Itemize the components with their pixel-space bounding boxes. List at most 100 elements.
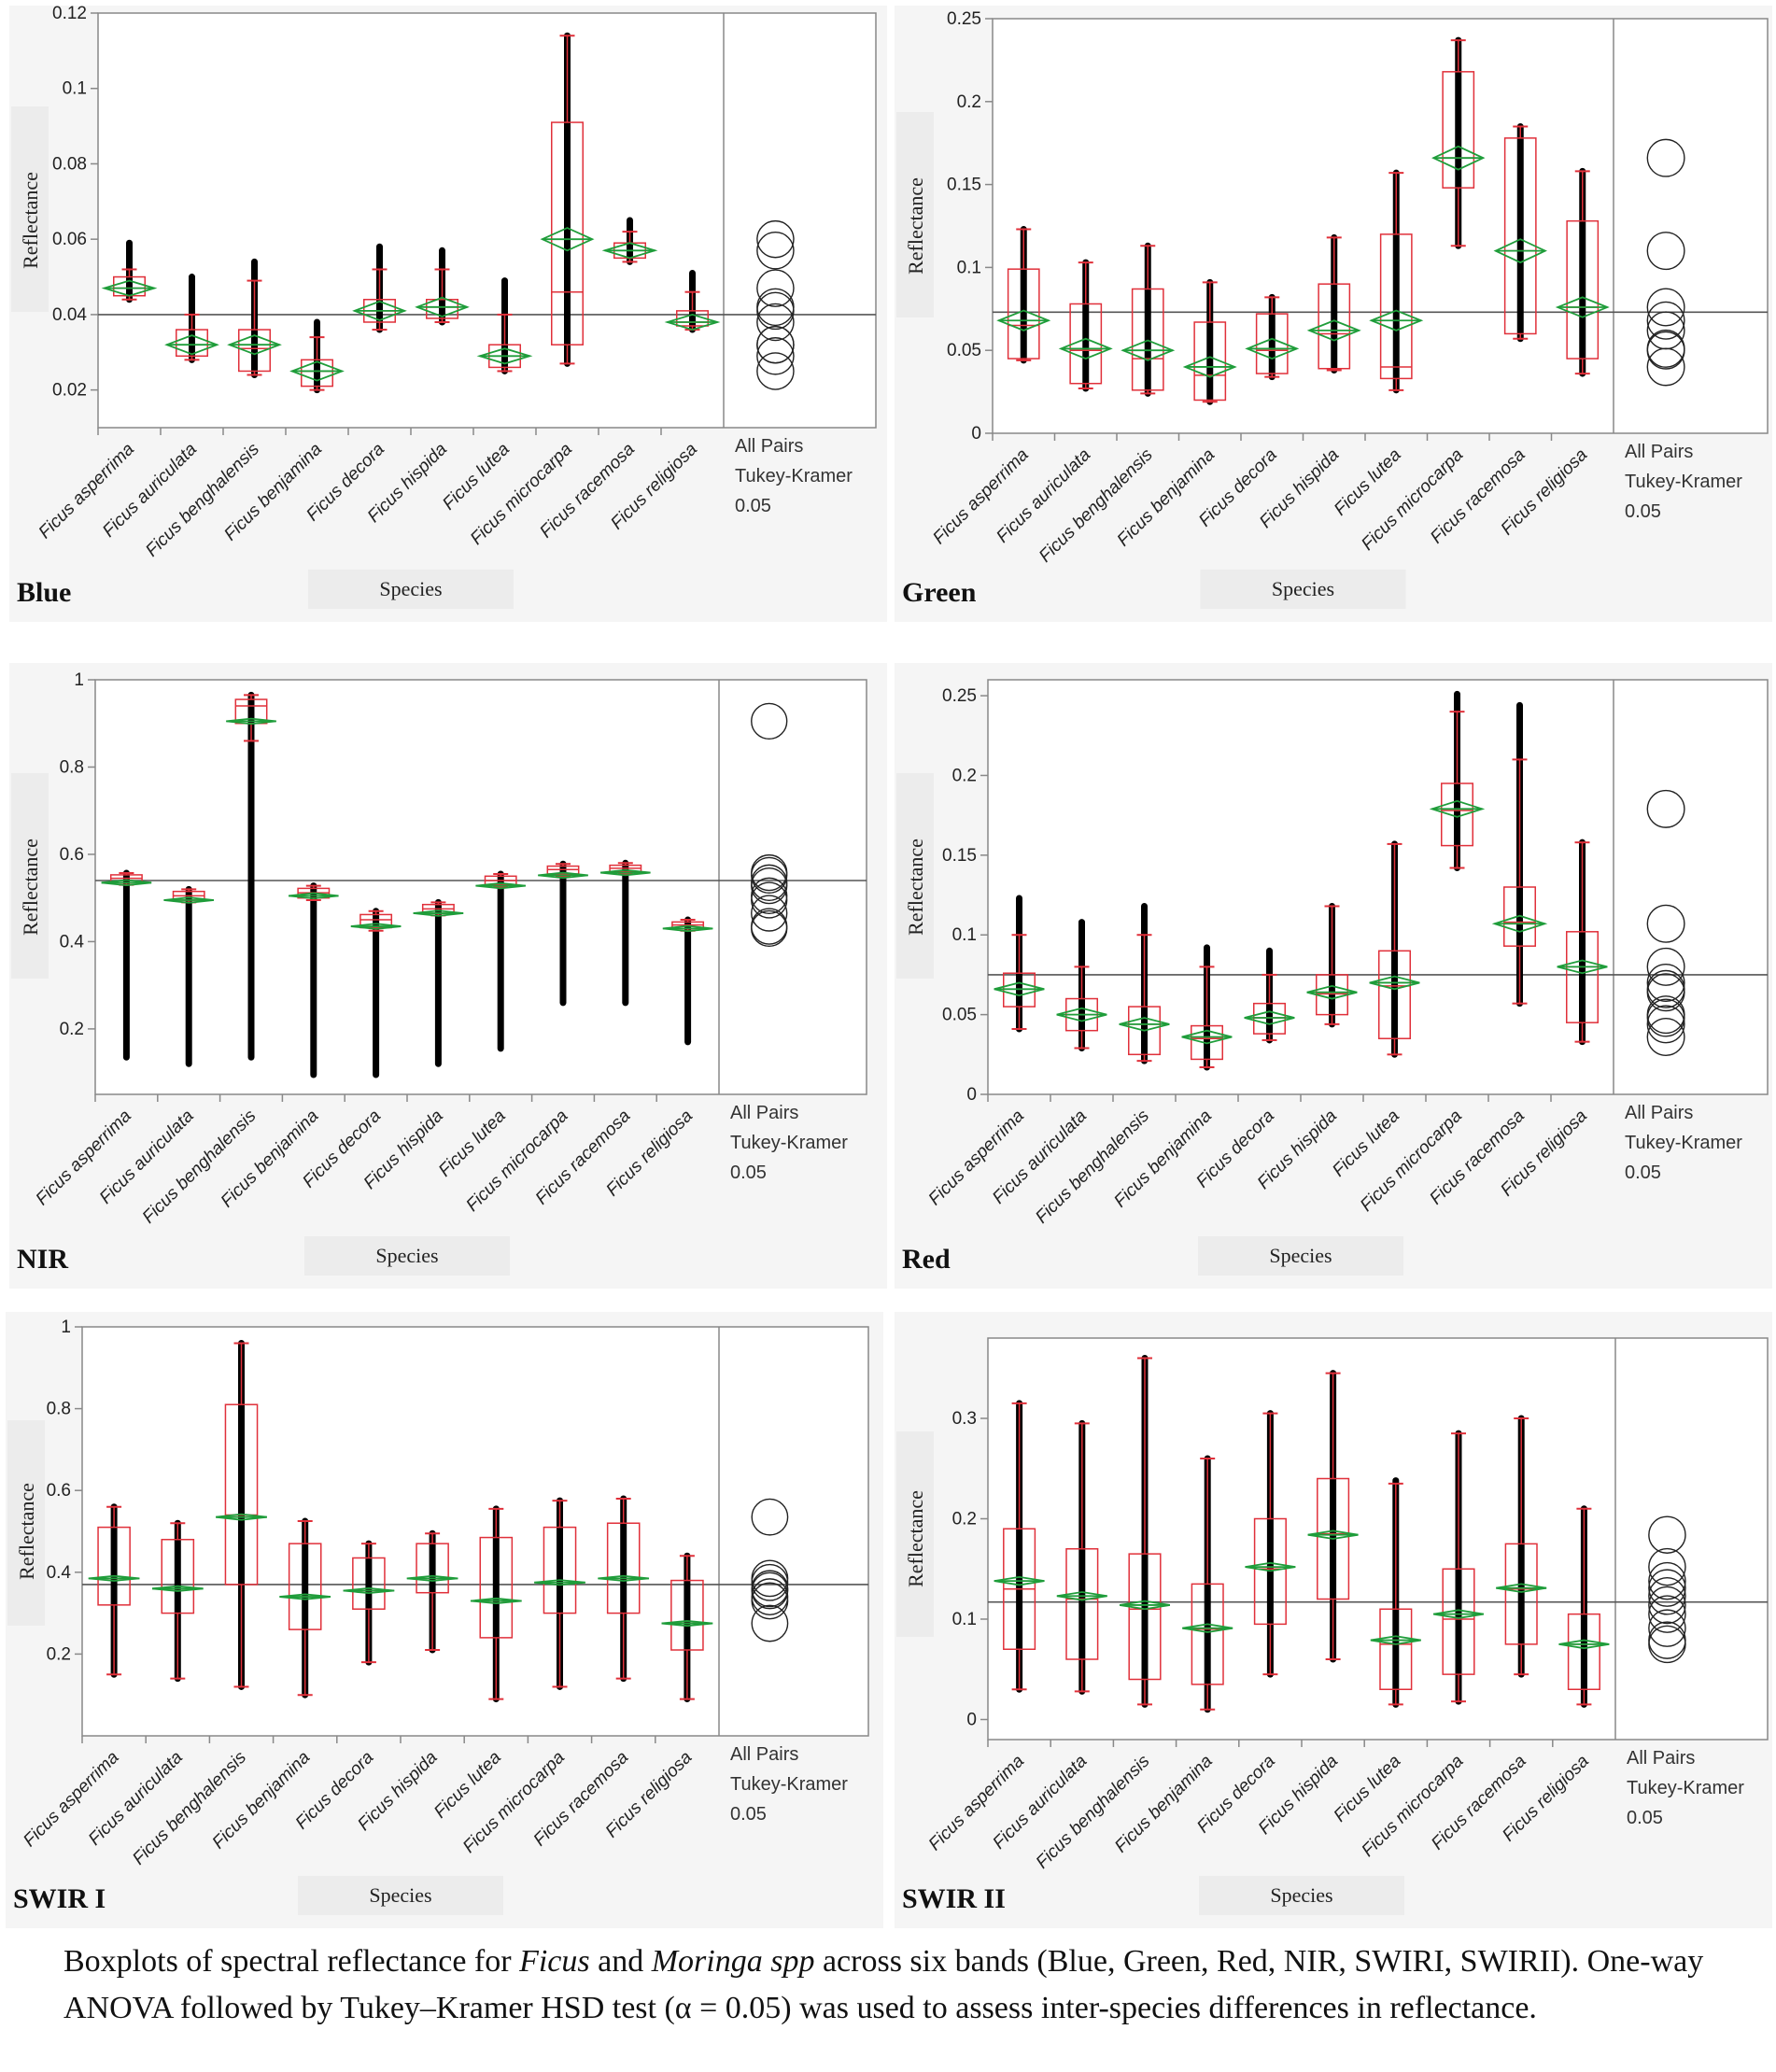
box-iqr [1379,1608,1413,1690]
comparison-circle [1646,789,1685,828]
boxplot-ficus-lutea [1369,840,1420,1058]
comparison-circle [751,1498,789,1536]
boxplot-ficus-hispida [1306,902,1358,1028]
boxplot-ficus-auriculata [1056,1419,1107,1695]
comparison-label: All Pairs [1625,1103,1693,1123]
y-tick-label: 1 [61,1318,71,1337]
box-iqr [676,310,709,327]
comparison-label: All Pairs [735,436,803,457]
box-iqr [1566,931,1599,1023]
box-iqr [543,1526,577,1614]
caption-text-1: Boxplots of spectral reflectance for [63,1944,520,1979]
means-diamond [1491,914,1548,933]
boxplot-ficus-hispida [413,898,464,1067]
box-iqr [301,359,333,388]
comparison-circle [756,352,795,390]
comparison-circle [751,895,788,932]
boxplot-ficus-religiosa [1555,167,1610,377]
box-iqr [1379,233,1413,380]
comparison-circle [1648,1569,1686,1607]
boxplot-ficus-asperrima [994,1400,1045,1693]
box-iqr [1253,1517,1287,1626]
y-tick-label: 0.6 [47,1481,71,1501]
boxplot-ficus-racemosa [601,217,658,265]
box-iqr [1504,1543,1538,1645]
box-iqr [97,1526,131,1606]
box-iqr [352,1557,386,1610]
plot-frame [987,679,1769,1095]
comparison-label: Tukey-Kramer [730,1133,848,1153]
y-tick-label: 0.25 [942,686,977,706]
boxplot-ficus-benghalensis [226,691,276,1061]
comparison-circle [1646,998,1685,1037]
box-iqr [1069,303,1103,385]
x-axis-title: Species [1270,1883,1332,1907]
means-diamond [1496,1583,1547,1593]
boxplot-ficus-hispida [1307,1370,1359,1663]
means-diamond [1056,1007,1107,1022]
caption-ficus: Ficus [519,1944,590,1979]
comparison-label: Tukey-Kramer [1625,472,1742,492]
y-tick-label: 0.8 [60,757,84,777]
y-tick-label: 0.1 [957,258,981,277]
box-iqr [416,1543,449,1594]
box-iqr [1378,950,1411,1039]
y-axis-title: Reflectance [19,839,42,936]
ylabel-band [11,106,49,312]
comparison-circle [1648,1561,1686,1600]
box-iqr [1442,71,1475,189]
comparison-circle [1648,1625,1686,1664]
chart-title: Red [902,1244,951,1275]
ylabel-band [896,1431,934,1637]
comparison-circle [1648,1586,1686,1625]
box-iqr [1442,1568,1475,1675]
x-axis-title: Species [1272,577,1334,600]
xlabel-band [308,570,514,609]
x-axis-title: Species [379,577,442,600]
box-iqr [1566,219,1600,359]
boxplot-ficus-decora [343,1540,395,1666]
comparison-circle [1646,331,1685,370]
comparison-circle [1648,1609,1686,1647]
comparison-label: 0.05 [730,1163,767,1183]
y-tick-label: 0.08 [52,154,87,174]
boxplot-ficus-benghalensis [1119,1355,1171,1708]
box-iqr [1131,288,1164,391]
boxplot-ficus-microcarpa [1429,690,1486,872]
comparison-circle [1648,1577,1686,1615]
box-iqr [426,299,458,319]
y-tick-label: 0.2 [957,92,981,112]
box-iqr [1191,1024,1223,1061]
boxplot-ficus-racemosa [599,859,651,1007]
comparison-circle [751,1604,789,1642]
means-diamond [1369,975,1420,991]
boxplot-ficus-lutea [1370,1477,1421,1708]
y-tick-label: 0.15 [942,846,977,866]
comparison-circle [1646,138,1685,177]
comparison-label: All Pairs [1625,442,1693,462]
comparison-label: 0.05 [1627,1808,1663,1828]
comparison-label: 0.05 [1625,1163,1661,1183]
boxplot-ficus-microcarpa [540,32,595,367]
comparison-label: Tukey-Kramer [1625,1133,1742,1153]
box-iqr [359,913,393,929]
figure-caption: Boxplots of spectral reflectance for Fic… [63,1938,1744,2032]
box-iqr [1128,1006,1161,1056]
y-tick-label: 0 [966,1711,977,1730]
y-tick-label: 0.06 [52,230,87,249]
comparison-circle [1646,232,1685,271]
box-iqr [1007,268,1040,359]
comparison-label: 0.05 [730,1804,767,1825]
box-iqr [1191,1583,1224,1685]
boxplot-ficus-auriculata [1058,259,1113,392]
xlabel-band [1199,1876,1404,1915]
boxplot-ficus-auriculata [1056,919,1107,1051]
ylabel-band [896,112,934,317]
comparison-circle [756,232,795,270]
boxplot-ficus-benjamina [1181,944,1233,1071]
y-tick-label: 0.02 [52,381,87,401]
y-tick-label: 0.05 [942,1006,977,1025]
box-iqr [1503,137,1537,335]
boxplot-ficus-racemosa [1491,701,1548,1008]
